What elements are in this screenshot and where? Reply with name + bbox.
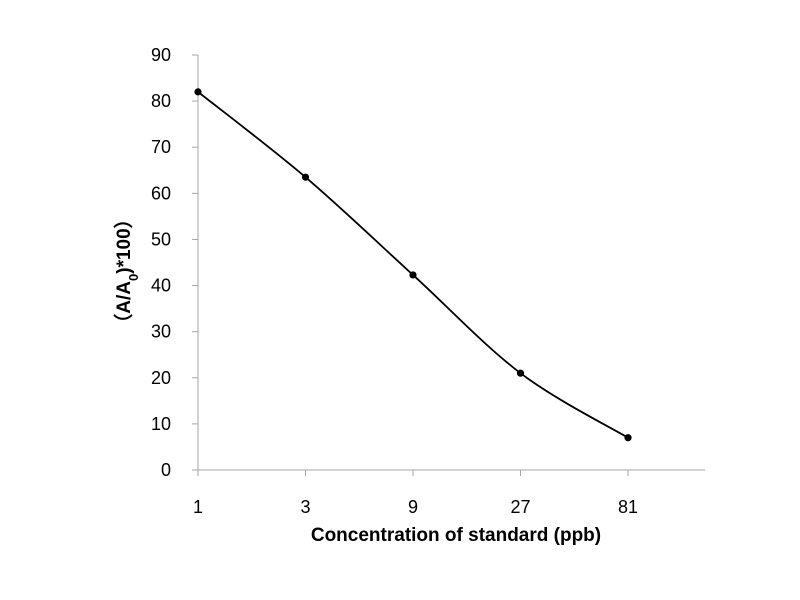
y-tick-label: 90 <box>151 45 171 65</box>
data-point <box>409 271 417 279</box>
y-tick-label: 70 <box>151 137 171 157</box>
y-axis-title-suffix: )*100） <box>112 209 135 273</box>
y-axis-title-prefix: （A/A <box>112 281 135 333</box>
x-axis: 1 3 9 27 81 <box>193 469 705 517</box>
data-point <box>194 88 202 96</box>
y-tick-label: 50 <box>151 229 171 249</box>
data-point <box>624 434 632 442</box>
x-tick-label: 1 <box>193 497 203 517</box>
y-tick-label: 10 <box>151 414 171 434</box>
data-point <box>516 369 525 377</box>
x-tick-label: 81 <box>618 497 638 517</box>
data-markers <box>194 88 632 442</box>
y-axis-title: （A/A0)*100） <box>112 209 141 332</box>
y-tick-label: 0 <box>161 460 171 480</box>
y-tick-label: 30 <box>151 322 171 342</box>
y-tick-label: 80 <box>151 91 171 111</box>
data-point <box>301 173 310 181</box>
x-tick-label: 9 <box>408 497 418 517</box>
x-tick-label: 3 <box>300 497 310 517</box>
y-tick-label: 40 <box>151 276 171 296</box>
y-tick-label: 20 <box>151 368 171 388</box>
y-tick-label: 60 <box>151 183 171 203</box>
y-axis: 0 10 20 30 40 50 60 70 80 90 <box>151 45 199 480</box>
y-axis-title-subscript: 0 <box>126 274 141 281</box>
series-line <box>197 91 629 439</box>
x-axis-title: Concentration of standard (ppb) <box>311 525 601 546</box>
x-tick-label: 27 <box>510 497 530 517</box>
